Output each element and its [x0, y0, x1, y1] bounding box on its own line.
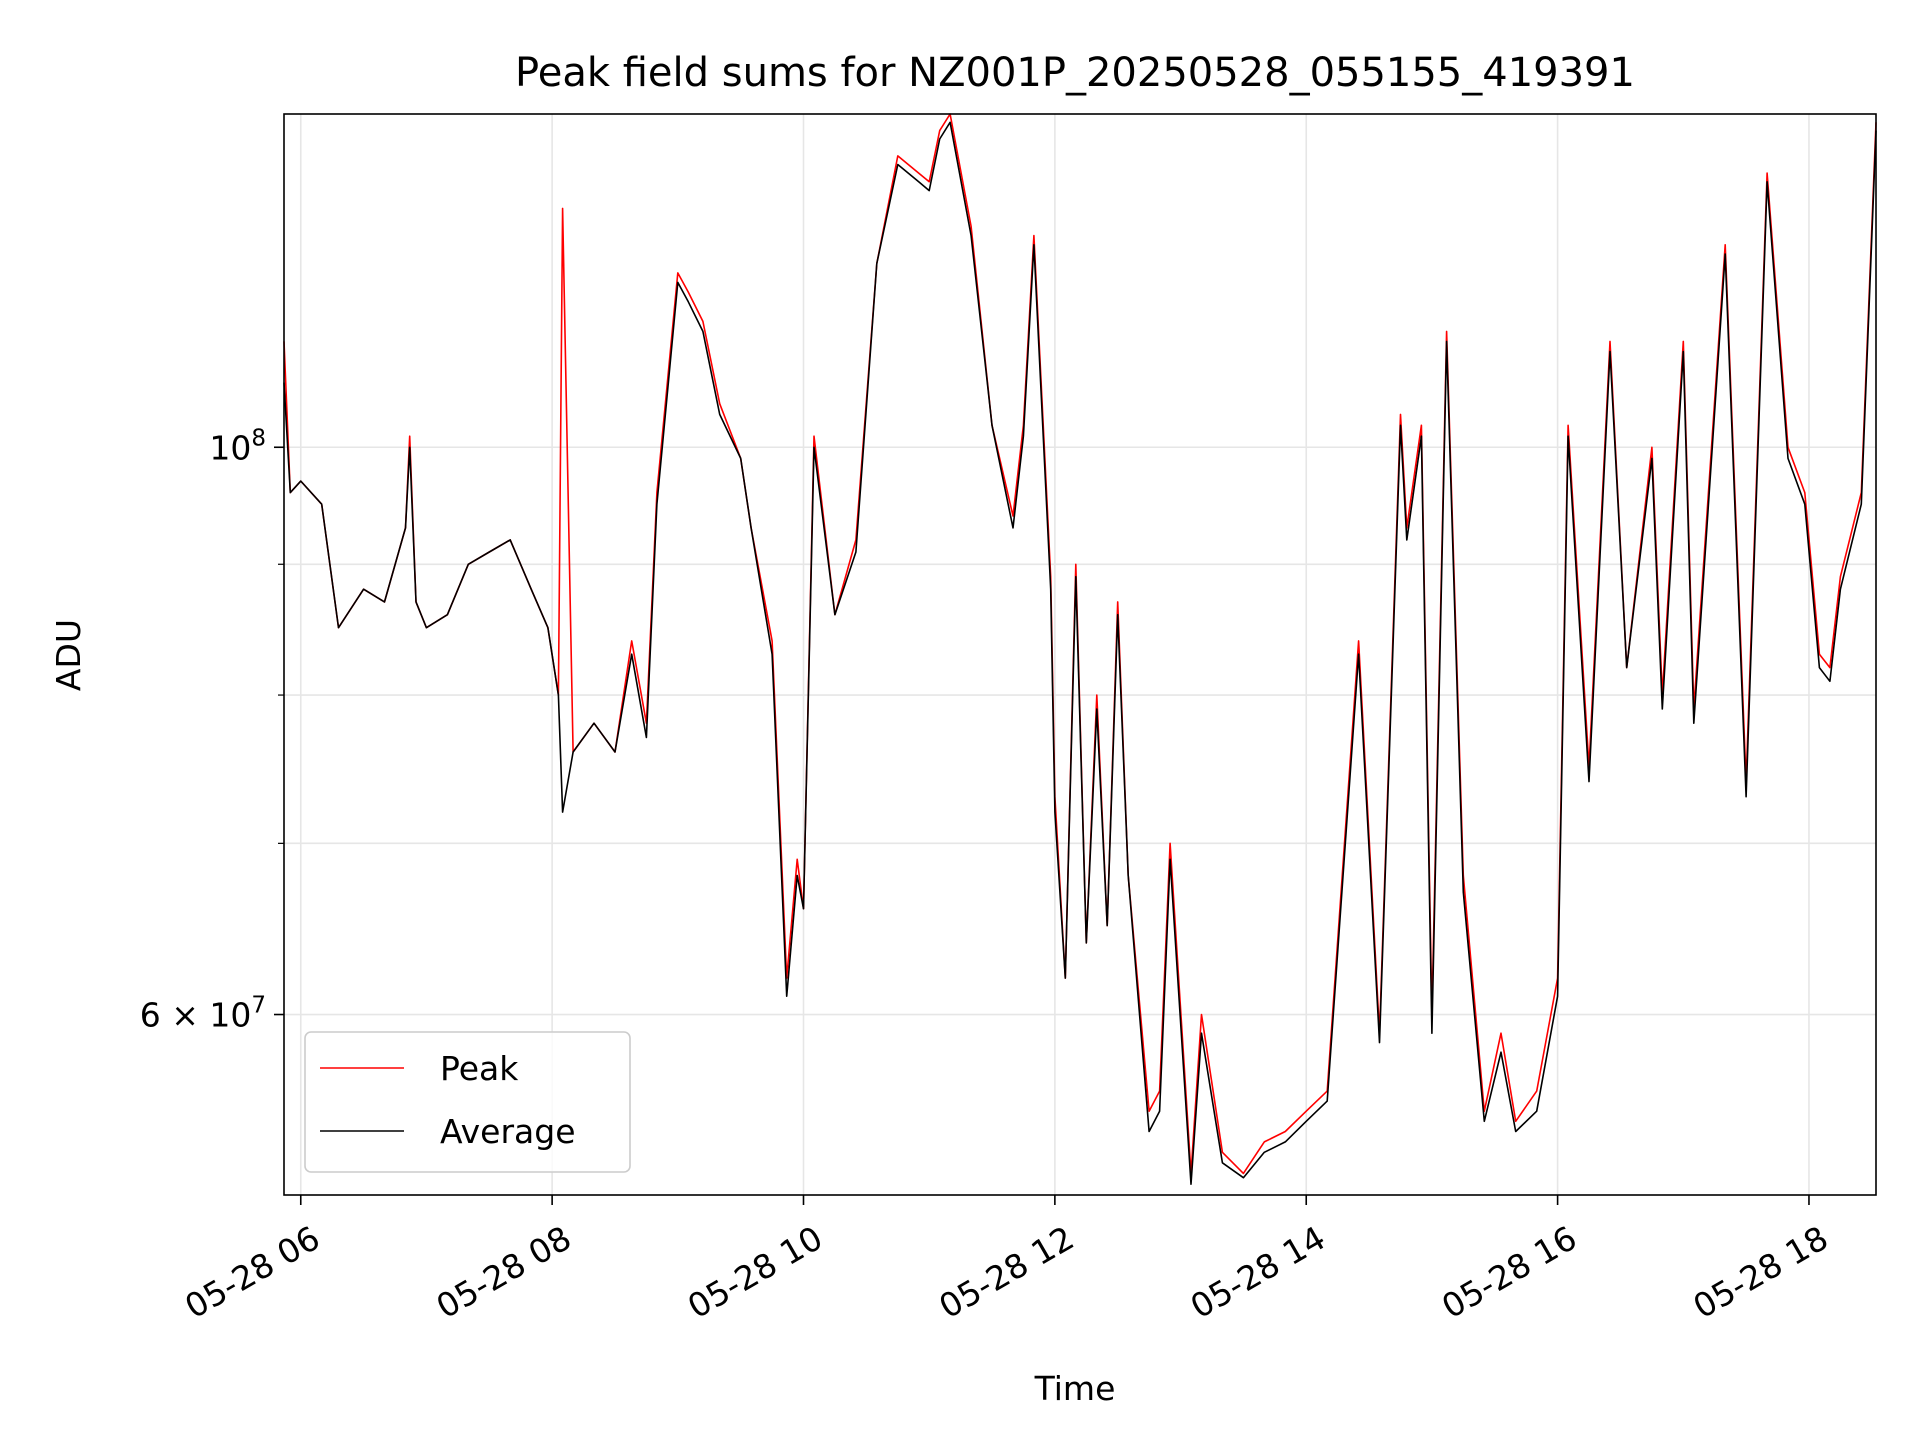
grid: [284, 114, 1876, 1195]
legend-label-average: Average: [440, 1112, 576, 1151]
y-axis-ticks: 108 6 × 107: [140, 425, 284, 1035]
y-tick-label: 108: [209, 425, 266, 467]
series-lines: [283, 113, 1877, 1185]
legend-box: [304, 1031, 631, 1173]
legend: Peak Average: [304, 1031, 631, 1173]
x-axis-label: Time: [1034, 1369, 1116, 1408]
legend-label-peak: Peak: [440, 1049, 519, 1088]
y-tick-label: 6 × 107: [140, 993, 266, 1035]
series-line-average: [283, 121, 1877, 1185]
chart-title: Peak field sums for NZ001P_20250528_0551…: [515, 50, 1635, 96]
plot-frame: [283, 113, 1877, 1196]
y-axis-label: ADU: [49, 619, 88, 691]
